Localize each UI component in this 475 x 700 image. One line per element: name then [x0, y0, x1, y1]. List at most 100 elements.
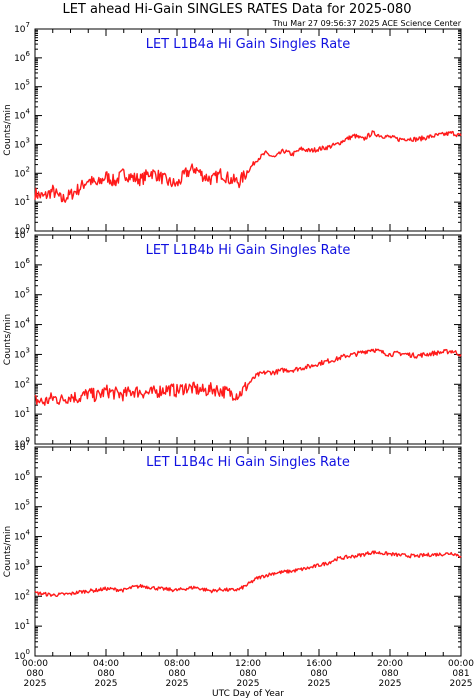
x-tick-label: 080: [239, 669, 256, 679]
y-tick-base: 10: [14, 410, 26, 420]
y-tick-label: 105: [14, 499, 30, 513]
plot-frame: [34, 234, 462, 445]
y-tick-exponent: 6: [26, 469, 31, 477]
x-tick-label: 080: [168, 669, 185, 679]
panel-2: LET L1B4b Hi Gain Singles Rate1001011021…: [3, 227, 462, 450]
y-tick-label: 106: [14, 50, 30, 64]
y-tick-label: 104: [14, 529, 30, 543]
y-tick-label: 102: [14, 588, 30, 602]
x-tick-label: 00:00: [448, 659, 474, 669]
y-tick-base: 10: [14, 198, 26, 208]
x-tick-label: 16:00: [306, 659, 332, 669]
y-tick-label: 103: [14, 136, 30, 150]
y-tick-exponent: 2: [26, 165, 30, 173]
y-tick-label: 105: [14, 79, 30, 93]
y-tick-label: 100: [14, 648, 30, 662]
y-tick-exponent: 1: [26, 194, 30, 202]
panel-title: LET L1B4b Hi Gain Singles Rate: [146, 243, 351, 258]
y-tick-label: 104: [14, 108, 30, 122]
y-tick-exponent: 1: [26, 406, 30, 414]
main-title: LET ahead Hi-Gain SINGLES RATES Data for…: [62, 2, 411, 17]
y-tick-exponent: 2: [26, 376, 30, 384]
y-tick-base: 10: [14, 231, 26, 241]
y-tick-exponent: 0: [26, 648, 30, 656]
series-line: [34, 348, 462, 406]
y-tick-label: 107: [14, 227, 30, 241]
y-tick-base: 10: [14, 652, 26, 662]
y-tick-label: 107: [14, 21, 30, 35]
x-tick-label: 20:00: [377, 659, 403, 669]
y-tick-base: 10: [14, 227, 26, 237]
panels-group: LET L1B4a Hi Gain Singles Rate1001011021…: [3, 21, 462, 662]
x-tick-label: 2025: [450, 679, 473, 689]
y-tick-exponent: 7: [26, 439, 30, 447]
y-tick-exponent: 3: [26, 346, 30, 354]
y-tick-label: 100: [14, 436, 30, 450]
x-tick-label: 08:00: [164, 659, 190, 669]
y-tick-base: 10: [14, 350, 26, 360]
y-tick-exponent: 3: [26, 558, 30, 566]
plot-frame: [34, 28, 462, 232]
y-tick-label: 101: [14, 618, 30, 632]
x-tick-label: 00:00: [22, 659, 48, 669]
x-tick-label: 080: [381, 669, 398, 679]
y-axis-label: Counts/min: [3, 104, 13, 155]
y-tick-base: 10: [14, 562, 26, 572]
x-tick-label: 04:00: [93, 659, 119, 669]
y-tick-exponent: 7: [26, 227, 30, 235]
y-tick-base: 10: [14, 592, 26, 602]
x-tick-label: 080: [97, 669, 114, 679]
y-tick-exponent: 1: [26, 618, 30, 626]
y-tick-exponent: 5: [26, 499, 30, 507]
y-tick-exponent: 4: [26, 108, 31, 116]
x-tick-label: 2025: [308, 679, 331, 689]
x-tick-label: 080: [26, 669, 43, 679]
y-tick-label: 100: [14, 223, 30, 237]
y-tick-exponent: 0: [26, 436, 30, 444]
x-tick-label: 12:00: [235, 659, 261, 669]
y-tick-base: 10: [14, 83, 26, 93]
y-tick-exponent: 5: [26, 287, 30, 295]
y-tick-base: 10: [14, 443, 26, 453]
y-tick-base: 10: [14, 291, 26, 301]
x-tick-label: 2025: [237, 679, 260, 689]
y-axis-label: Counts/min: [3, 526, 13, 577]
panel-title: LET L1B4a Hi Gain Singles Rate: [146, 37, 351, 52]
panel-3: LET L1B4c Hi Gain Singles Rate1001011021…: [3, 439, 462, 662]
y-tick-label: 101: [14, 406, 30, 420]
y-tick-base: 10: [14, 54, 26, 64]
timestamp: Thu Mar 27 09:56:37 2025 ACE Science Cen…: [272, 19, 462, 28]
series-line: [34, 130, 462, 203]
x-tick-label: 2025: [95, 679, 118, 689]
x-axis-label: UTC Day of Year: [212, 689, 284, 699]
x-tick-label: 2025: [166, 679, 189, 689]
y-axis-label: Counts/min: [3, 314, 13, 365]
y-tick-base: 10: [14, 503, 26, 513]
y-tick-label: 102: [14, 165, 30, 179]
panel-title: LET L1B4c Hi Gain Singles Rate: [146, 455, 350, 470]
y-tick-exponent: 5: [26, 79, 30, 87]
y-tick-label: 102: [14, 376, 30, 390]
y-tick-label: 106: [14, 257, 30, 271]
y-tick-base: 10: [14, 140, 26, 150]
y-tick-label: 106: [14, 469, 30, 483]
y-tick-base: 10: [14, 622, 26, 632]
x-tick-label: 081: [452, 669, 469, 679]
y-tick-exponent: 7: [26, 21, 30, 29]
y-tick-base: 10: [14, 112, 26, 122]
y-tick-exponent: 0: [26, 223, 30, 231]
y-tick-base: 10: [14, 25, 26, 35]
y-tick-label: 103: [14, 558, 30, 572]
y-tick-base: 10: [14, 473, 26, 483]
y-tick-label: 104: [14, 317, 30, 331]
series-line: [34, 550, 462, 597]
y-tick-label: 101: [14, 194, 30, 208]
y-tick-base: 10: [14, 261, 26, 271]
x-tick-label: 080: [310, 669, 327, 679]
y-tick-exponent: 4: [26, 529, 31, 537]
y-tick-exponent: 6: [26, 50, 31, 58]
y-tick-exponent: 4: [26, 317, 31, 325]
y-tick-exponent: 2: [26, 588, 30, 596]
y-tick-exponent: 6: [26, 257, 31, 265]
